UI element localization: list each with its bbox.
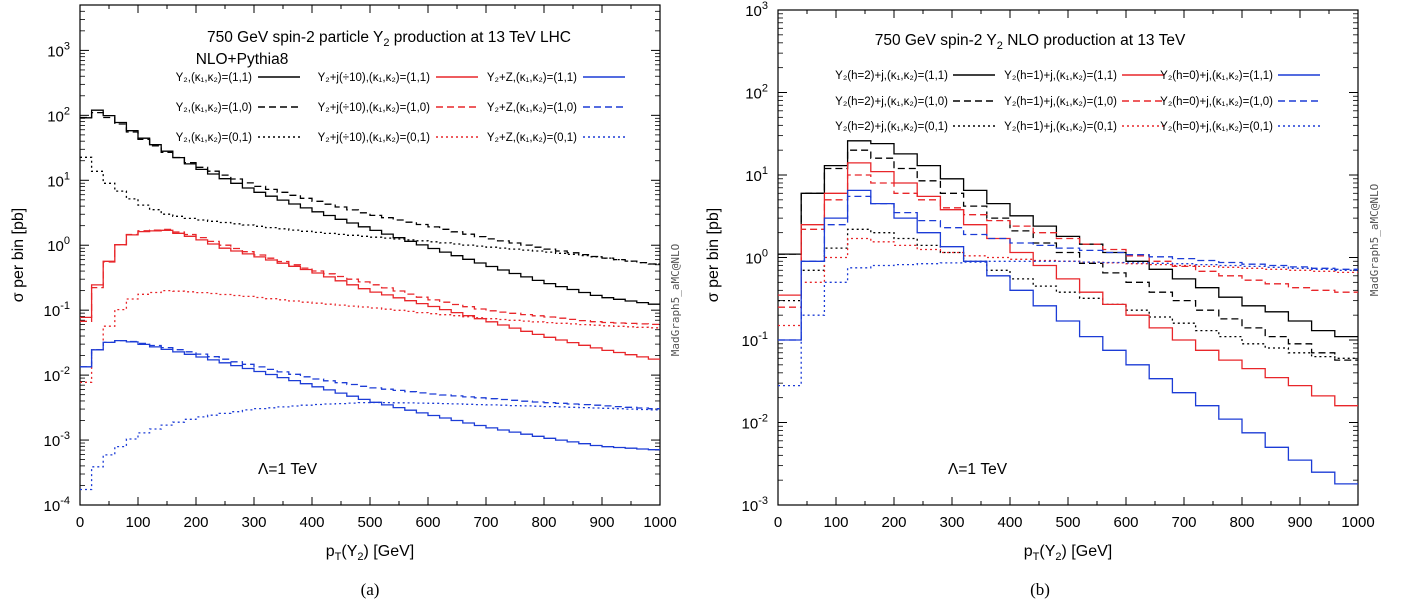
chart-title-a: 750 GeV spin-2 particle Y2 production at…	[207, 29, 571, 49]
x-tick-label: 200	[881, 514, 906, 531]
x-tick-label: 800	[531, 514, 556, 531]
legend-label: Y₂(h=0)+j,(κ₁,κ₂)=(1,0)	[1160, 96, 1273, 108]
series-line-5	[778, 174, 1358, 308]
legend-label: Y₂+Z,(κ₁,κ₂)=(1,0)	[487, 102, 577, 114]
plot-frame-b	[777, 9, 1359, 506]
y-tick-label: 101	[47, 170, 70, 190]
axes-b: 0 100 200 300 400 500 600 700 800 900 1000 10-3 10-2…	[742, 0, 1375, 531]
y-tick-label: 101	[745, 165, 768, 185]
legend-label: Y₂+Z,(κ₁,κ₂)=(0,1)	[487, 132, 577, 144]
y-tick-label: 102	[745, 83, 768, 103]
x-axis-label-a: pT(Y2) [GeV]	[326, 543, 414, 563]
x-axis-label-b: pT(Y2) [GeV]	[1024, 543, 1112, 563]
lambda-annotation-b: Λ=1 TeV	[948, 461, 1008, 478]
x-tick-label: 300	[241, 514, 266, 531]
x-tick-label: 500	[1055, 514, 1080, 531]
series-line-2	[778, 149, 1358, 361]
x-tick-label: 0	[76, 514, 84, 531]
y-tick-label: 102	[47, 105, 70, 125]
x-tick-label: 600	[415, 514, 440, 531]
caption-b: (b)	[1030, 580, 1050, 599]
x-tick-label: 700	[1171, 514, 1196, 531]
legend-b: Y₂(h=2)+j,(κ₁,κ₂)=(1,1) Y₂(h=1)+j,(κ₁,κ₂)…	[835, 70, 1320, 133]
series-line-8	[778, 195, 1358, 341]
y-tick-label: 10-3	[742, 495, 768, 515]
series-line-9	[80, 401, 660, 491]
y-tick-label: 10-2	[44, 365, 70, 385]
legend-label: Y₂(h=2)+j,(κ₁,κ₂)=(1,1)	[835, 70, 948, 82]
legend-label: Y₂(h=0)+j,(κ₁,κ₂)=(1,1)	[1160, 70, 1273, 82]
series-line-3	[778, 228, 1358, 359]
chart-subtitle-a: NLO+Pythia8	[196, 51, 289, 68]
legend-label: Y₂(h=1)+j,(κ₁,κ₂)=(1,1)	[1004, 70, 1117, 82]
legend-label: Y₂,(κ₁,κ₂)=(0,1)	[176, 132, 253, 144]
watermark-b: MadGraph5_aMC@NLO	[1368, 184, 1381, 297]
y-tick-label: 10-1	[44, 300, 70, 320]
series-line-7	[80, 339, 660, 451]
series-line-3	[80, 156, 660, 265]
y-axis-label-a: σ per bin [pb]	[10, 208, 27, 302]
y-axis-label-b: σ per bin [pb]	[705, 208, 722, 302]
legend-label: Y₂(h=2)+j,(κ₁,κ₂)=(1,0)	[835, 96, 948, 108]
series-group-b	[778, 140, 1358, 485]
x-tick-label: 1000	[1341, 514, 1374, 531]
series-line-5	[80, 228, 660, 326]
series-group-a	[80, 109, 660, 491]
x-tick-label: 900	[1287, 514, 1312, 531]
y-tick-label: 103	[47, 40, 70, 60]
x-tick-label: 800	[1229, 514, 1254, 531]
legend-label: Y₂(h=0)+j,(κ₁,κ₂)=(0,1)	[1160, 121, 1273, 133]
series-line-1	[778, 140, 1358, 338]
x-tick-label: 900	[589, 514, 614, 531]
x-tick-label: 100	[125, 514, 150, 531]
y-tick-label: 100	[47, 235, 70, 255]
x-tick-label: 400	[299, 514, 324, 531]
series-line-6	[778, 237, 1358, 327]
caption-a: (a)	[361, 580, 380, 599]
series-line-6	[80, 289, 660, 383]
panel-b: 0 100 200 300 400 500 600 700 800 900 1000 10-3 10-2…	[705, 0, 1381, 599]
x-tick-label: 400	[997, 514, 1022, 531]
y-tick-label: 103	[745, 0, 768, 20]
legend-label: Y₂+j(÷10),(κ₁,κ₂)=(1,1)	[318, 72, 431, 84]
axes-a: 0 100 200 300 400 500 600 700 800 900 1000 10-4 10-3…	[44, 5, 677, 531]
legend-label: Y₂(h=1)+j,(κ₁,κ₂)=(0,1)	[1004, 121, 1117, 133]
legend-label: Y₂+Z,(κ₁,κ₂)=(1,1)	[487, 72, 577, 84]
x-tick-label: 700	[473, 514, 498, 531]
x-tick-label: 100	[823, 514, 848, 531]
y-tick-label: 10-4	[44, 495, 70, 515]
series-line-9	[778, 260, 1358, 387]
legend-label: Y₂,(κ₁,κ₂)=(1,1)	[176, 72, 253, 84]
x-tick-label: 200	[183, 514, 208, 531]
series-line-2	[80, 111, 660, 265]
x-tick-label: 600	[1113, 514, 1138, 531]
panel-a: 0 100 200 300 400 500 600 700 800 900 1000 10-4 10-3…	[10, 4, 682, 599]
series-line-8	[80, 339, 660, 410]
series-line-4	[80, 229, 660, 360]
legend-label: Y₂(h=2)+j,(κ₁,κ₂)=(0,1)	[835, 121, 948, 133]
series-line-4	[778, 162, 1358, 407]
chart-title-b: 750 GeV spin-2 Y2 NLO production at 13 T…	[875, 32, 1186, 52]
legend-label: Y₂(h=1)+j,(κ₁,κ₂)=(1,0)	[1004, 96, 1117, 108]
legend-label: Y₂+j(÷10),(κ₁,κ₂)=(1,0)	[318, 102, 431, 114]
lambda-annotation-a: Λ=1 TeV	[258, 461, 318, 478]
legend-a: Y₂,(κ₁,κ₂)=(1,1) Y₂+j(÷10),(κ₁,κ₂)=(1,1) Y…	[176, 72, 625, 144]
x-tick-label: 0	[774, 514, 782, 531]
y-tick-label: 100	[745, 248, 768, 268]
y-tick-label: 10-3	[44, 430, 70, 450]
legend-label: Y₂,(κ₁,κ₂)=(1,0)	[176, 102, 253, 114]
watermark-a: MadGraph5_aMC@NLO	[669, 244, 682, 357]
y-tick-label: 10-1	[742, 330, 768, 350]
y-tick-label: 10-2	[742, 413, 768, 433]
x-tick-label: 1000	[643, 514, 676, 531]
legend-label: Y₂+j(÷10),(κ₁,κ₂)=(0,1)	[318, 132, 431, 144]
x-tick-label: 500	[357, 514, 382, 531]
x-tick-label: 300	[939, 514, 964, 531]
